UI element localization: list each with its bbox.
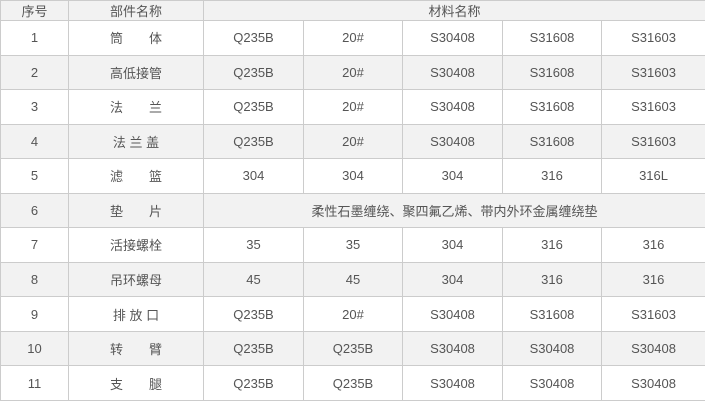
- material-cell: Q235B: [203, 330, 304, 367]
- part-name-cell: 法 兰: [68, 89, 204, 125]
- material-cell: S31608: [502, 54, 602, 91]
- material-cell: S31608: [502, 296, 602, 332]
- material-cell: S31603: [600, 54, 705, 91]
- serial-number-cell: 5: [0, 158, 69, 194]
- material-cell: 20#: [303, 20, 403, 56]
- header-material-name: 材料名称: [202, 0, 705, 21]
- material-cell: Q235B: [203, 54, 304, 91]
- part-name-cell: 吊环螺母: [68, 261, 204, 298]
- material-cell: 316: [502, 227, 602, 263]
- serial-number-cell: 10: [0, 330, 69, 367]
- material-cell: S30408: [402, 330, 503, 367]
- material-cell: 304: [402, 158, 503, 194]
- material-cell: S31608: [502, 123, 602, 160]
- serial-number-cell: 9: [0, 296, 69, 332]
- material-cell: 316: [502, 158, 602, 194]
- part-name-cell: 滤 篮: [68, 158, 204, 194]
- part-name-cell: 转 臂: [68, 330, 204, 367]
- material-cell: 35: [203, 227, 304, 263]
- material-cell: 316: [600, 227, 705, 263]
- material-cell: S30408: [402, 296, 503, 332]
- serial-number-cell: 3: [0, 89, 69, 125]
- material-cell: 35: [303, 227, 403, 263]
- material-cell: Q235B: [203, 296, 304, 332]
- material-cell: S30408: [402, 20, 503, 56]
- table-header-row: 序号 部件名称 材料名称: [0, 0, 705, 21]
- material-cell: 45: [303, 261, 403, 298]
- material-cell: 316: [600, 261, 705, 298]
- material-cell: Q235B: [203, 365, 304, 401]
- table-row: 7 活接螺栓 35 35 304 316 316: [0, 227, 705, 263]
- table-row: 8 吊环螺母 45 45 304 316 316: [0, 261, 705, 298]
- material-cell: S30408: [502, 365, 602, 401]
- material-cell: S31603: [600, 123, 705, 160]
- material-cell: S30408: [402, 54, 503, 91]
- material-cell: 304: [303, 158, 403, 194]
- serial-number-cell: 6: [0, 192, 69, 229]
- header-part-name: 部件名称: [68, 0, 204, 21]
- material-cell: S31603: [600, 89, 705, 125]
- part-name-cell: 法 兰 盖: [68, 123, 204, 160]
- part-name-cell: 高低接管: [68, 54, 204, 91]
- material-cell: S30408: [402, 89, 503, 125]
- part-name-cell: 活接螺栓: [68, 227, 204, 263]
- part-name-cell: 垫 片: [68, 192, 204, 229]
- material-cell: 20#: [303, 296, 403, 332]
- material-cell: 20#: [303, 89, 403, 125]
- material-cell: 20#: [303, 54, 403, 91]
- material-merged-cell: 柔性石墨缠绕、聚四氟乙烯、带内外环金属缠绕垫: [202, 192, 705, 229]
- material-cell: Q235B: [203, 123, 304, 160]
- part-name-cell: 筒 体: [68, 20, 204, 56]
- header-serial-number: 序号: [0, 0, 69, 21]
- material-cell: S31603: [600, 20, 705, 56]
- part-name-cell: 排 放 口: [68, 296, 204, 332]
- material-cell: S30408: [502, 330, 602, 367]
- table-row: 10 转 臂 Q235B Q235B S30408 S30408 S30408: [0, 330, 705, 367]
- material-cell: 304: [402, 227, 503, 263]
- material-cell: 45: [203, 261, 304, 298]
- material-cell: S30408: [600, 365, 705, 401]
- material-cell: Q235B: [303, 365, 403, 401]
- serial-number-cell: 7: [0, 227, 69, 263]
- material-cell: Q235B: [303, 330, 403, 367]
- material-cell: 316L: [600, 158, 705, 194]
- material-cell: S30408: [402, 123, 503, 160]
- table-row: 11 支 腿 Q235B Q235B S30408 S30408 S30408: [0, 365, 705, 401]
- material-cell: 304: [402, 261, 503, 298]
- serial-number-cell: 1: [0, 20, 69, 56]
- serial-number-cell: 4: [0, 123, 69, 160]
- serial-number-cell: 8: [0, 261, 69, 298]
- material-cell: Q235B: [203, 89, 304, 125]
- material-cell: 304: [203, 158, 304, 194]
- part-name-cell: 支 腿: [68, 365, 204, 401]
- material-cell: S31608: [502, 20, 602, 56]
- table-row: 2 高低接管 Q235B 20# S30408 S31608 S31603: [0, 54, 705, 91]
- serial-number-cell: 11: [0, 365, 69, 401]
- material-cell: S31603: [600, 296, 705, 332]
- material-cell: 316: [502, 261, 602, 298]
- material-cell: S30408: [402, 365, 503, 401]
- material-cell: 20#: [303, 123, 403, 160]
- serial-number-cell: 2: [0, 54, 69, 91]
- material-cell: S30408: [600, 330, 705, 367]
- material-cell: S31608: [502, 89, 602, 125]
- material-cell: Q235B: [203, 20, 304, 56]
